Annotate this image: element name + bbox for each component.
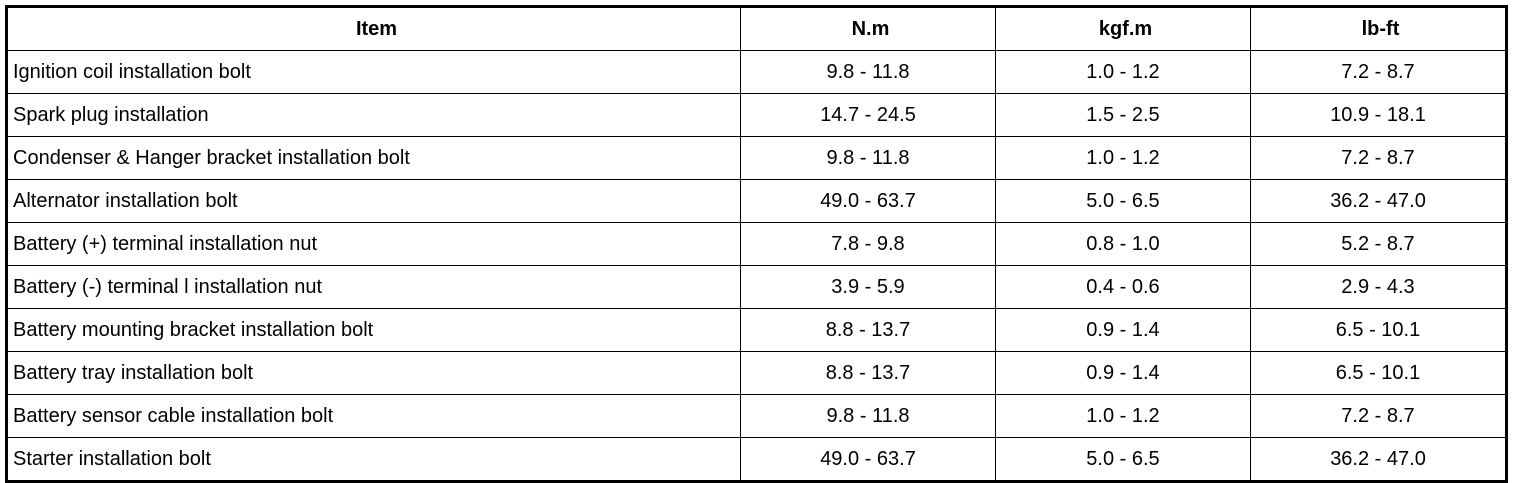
lbft-cell: 36.2 - 47.0 (1250, 179, 1507, 223)
item-cell: Battery tray installation bolt (6, 351, 741, 395)
torque-spec-table: Item N.m kgf.m lb-ft Ignition coil insta… (5, 5, 1508, 483)
nm-cell: 49.0 - 63.7 (740, 437, 996, 482)
table-row: Battery sensor cable installation bolt 9.… (6, 394, 1507, 438)
lbft-cell: 10.9 - 18.1 (1250, 93, 1507, 137)
lbft-cell: 7.2 - 8.7 (1250, 136, 1507, 180)
item-cell: Starter installation bolt (6, 437, 741, 482)
header-nm: N.m (740, 6, 996, 51)
table-row: Condenser & Hanger bracket installation … (6, 136, 1507, 180)
item-cell: Alternator installation bolt (6, 179, 741, 223)
lbft-cell: 2.9 - 4.3 (1250, 265, 1507, 309)
nm-cell: 3.9 - 5.9 (740, 265, 996, 309)
nm-cell: 14.7 - 24.5 (740, 93, 996, 137)
kgfm-cell: 0.9 - 1.4 (995, 351, 1251, 395)
nm-cell: 9.8 - 11.8 (740, 394, 996, 438)
kgfm-cell: 1.0 - 1.2 (995, 136, 1251, 180)
item-cell: Battery (+) terminal installation nut (6, 222, 741, 266)
table-row: Spark plug installation 14.7 - 24.5 1.5 - … (6, 93, 1507, 137)
kgfm-cell: 5.0 - 6.5 (995, 437, 1251, 482)
lbft-cell: 7.2 - 8.7 (1250, 50, 1507, 94)
table-row: Battery mounting bracket installation bo… (6, 308, 1507, 352)
item-cell: Ignition coil installation bolt (6, 50, 741, 94)
nm-cell: 9.8 - 11.8 (740, 136, 996, 180)
item-cell: Spark plug installation (6, 93, 741, 137)
table-row: Battery (-) terminal l installation nut 3… (6, 265, 1507, 309)
kgfm-cell: 5.0 - 6.5 (995, 179, 1251, 223)
lbft-cell: 6.5 - 10.1 (1250, 308, 1507, 352)
kgfm-cell: 1.5 - 2.5 (995, 93, 1251, 137)
header-kgfm: kgf.m (995, 6, 1251, 51)
nm-cell: 7.8 - 9.8 (740, 222, 996, 266)
nm-cell: 8.8 - 13.7 (740, 308, 996, 352)
table-row: Alternator installation bolt 49.0 - 63.7 5… (6, 179, 1507, 223)
header-lbft: lb-ft (1250, 6, 1507, 51)
kgfm-cell: 1.0 - 1.2 (995, 394, 1251, 438)
kgfm-cell: 0.8 - 1.0 (995, 222, 1251, 266)
item-cell: Battery (-) terminal l installation nut (6, 265, 741, 309)
lbft-cell: 5.2 - 8.7 (1250, 222, 1507, 266)
table-row: Battery (+) terminal installation nut 7.8… (6, 222, 1507, 266)
kgfm-cell: 1.0 - 1.2 (995, 50, 1251, 94)
nm-cell: 49.0 - 63.7 (740, 179, 996, 223)
kgfm-cell: 0.9 - 1.4 (995, 308, 1251, 352)
lbft-cell: 36.2 - 47.0 (1250, 437, 1507, 482)
lbft-cell: 7.2 - 8.7 (1250, 394, 1507, 438)
item-cell: Condenser & Hanger bracket installation … (6, 136, 741, 180)
lbft-cell: 6.5 - 10.1 (1250, 351, 1507, 395)
item-cell: Battery sensor cable installation bolt (6, 394, 741, 438)
kgfm-cell: 0.4 - 0.6 (995, 265, 1251, 309)
header-row: Item N.m kgf.m lb-ft (6, 6, 1507, 51)
table-row: Starter installation bolt 49.0 - 63.7 5.0 … (6, 437, 1507, 482)
nm-cell: 8.8 - 13.7 (740, 351, 996, 395)
table-row: Battery tray installation bolt 8.8 - 13.7… (6, 351, 1507, 395)
item-cell: Battery mounting bracket installation bo… (6, 308, 741, 352)
header-item: Item (6, 6, 741, 51)
table-row: Ignition coil installation bolt 9.8 - 11.… (6, 50, 1507, 94)
nm-cell: 9.8 - 11.8 (740, 50, 996, 94)
